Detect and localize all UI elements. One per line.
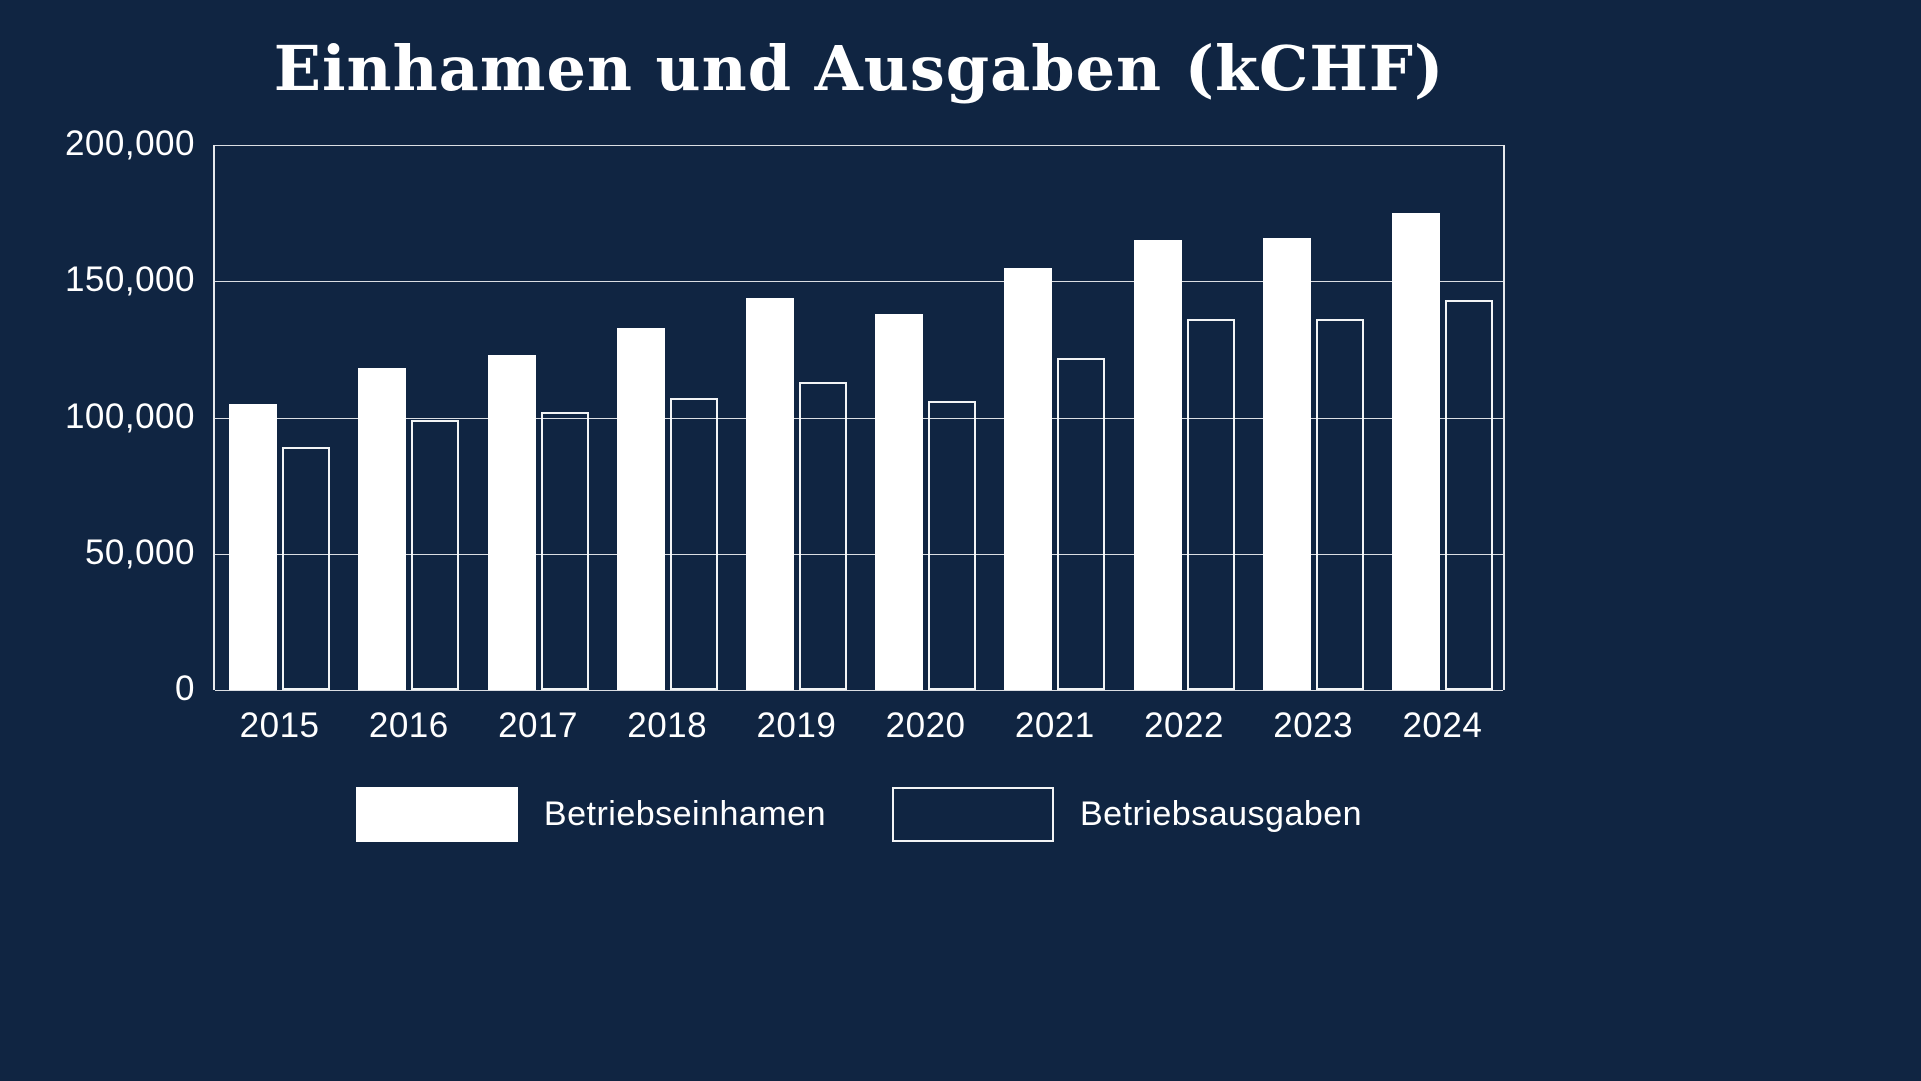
x-tick-label-2015: 2015 [239,706,320,745]
gridline-200000 [215,145,1503,146]
bar-outlined-2018 [669,398,718,690]
y-tick-label-100000: 100,000 [64,396,195,436]
bar-outlined-2022 [1186,319,1235,690]
bar-filled-2021 [1004,267,1053,690]
gridline-0 [215,690,1503,691]
bar-filled-2015 [229,403,278,690]
bar-filled-2020 [875,313,924,690]
bar-filled-2017 [487,354,536,690]
y-tick-label-200000: 200,000 [64,124,195,164]
legend-label-outlined: Betriebsausgaben [1079,795,1363,833]
x-tick-label-2021: 2021 [1014,706,1095,745]
legend-item-outlined: Betriebsausgaben [891,787,1363,842]
x-tick-label-2016: 2016 [368,706,449,745]
y-tick-label-150000: 150,000 [64,260,195,300]
bar-outlined-2024 [1444,300,1493,690]
x-tick-label-2017: 2017 [498,706,578,745]
bar-filled-2022 [1133,240,1182,690]
bar-outlined-2015 [282,447,331,690]
x-tick-label-2019: 2019 [756,706,837,745]
gridline-50000 [215,553,1503,555]
bar-outlined-2021 [1057,357,1106,690]
x-tick-label-2023: 2023 [1273,706,1354,745]
bar-filled-2019 [745,297,794,690]
gridline-100000 [215,417,1503,419]
plot-area: 0 50,000 100,000 150,000 200,000 2015 2016 2017… [65,124,1505,745]
bar-filled-2024 [1391,213,1440,690]
legend-item-filled: Betriebseinhamen [355,787,826,842]
bar-outlined-2023 [1315,319,1364,690]
legend-swatch-filled [355,787,518,842]
bar-outlined-2020 [928,401,977,690]
y-tick-label-50000: 50,000 [84,532,195,572]
x-tick-label-2020: 2020 [885,706,966,745]
bar-outlined-2019 [798,382,847,690]
x-tick-label-2018: 2018 [627,706,708,745]
chart-title: Einhamen und Ausgaben (kCHF) [273,32,1445,105]
bar-filled-2023 [1262,237,1311,690]
legend-swatch-outlined [891,787,1054,842]
legend-label-filled: Betriebseinhamen [543,795,826,833]
x-tick-label-2022: 2022 [1144,706,1224,745]
legend: Betriebseinhamen Betriebsausgaben [213,787,1505,842]
bar-filled-2016 [358,368,407,690]
x-tick-label-2024: 2024 [1402,706,1483,745]
gridline-150000 [215,281,1503,283]
bar-outlined-2016 [411,420,460,690]
bar-filled-2018 [616,327,665,690]
bar-outlined-2017 [540,412,589,690]
y-tick-label-0: 0 [175,669,195,709]
